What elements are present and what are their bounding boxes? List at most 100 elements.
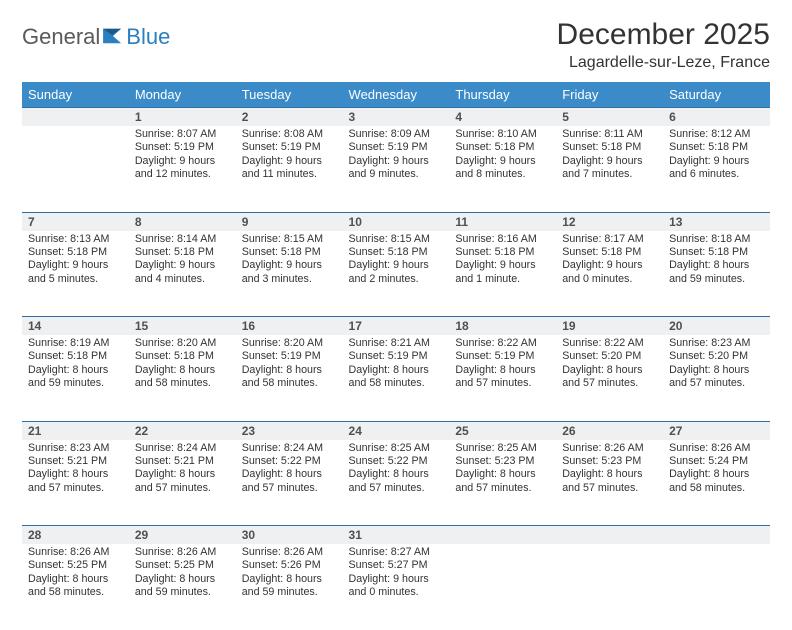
day-cell: Sunrise: 8:17 AMSunset: 5:18 PMDaylight:… [556, 231, 663, 317]
daylight-text: Daylight: 8 hours and 57 minutes. [669, 364, 764, 391]
day-cell: Sunrise: 8:26 AMSunset: 5:26 PMDaylight:… [236, 544, 343, 630]
weekday-header: Sunday [22, 82, 129, 108]
sunset-text: Sunset: 5:23 PM [562, 455, 657, 468]
day-number [22, 108, 129, 127]
sunset-text: Sunset: 5:26 PM [242, 559, 337, 572]
sunset-text: Sunset: 5:18 PM [28, 246, 123, 259]
day-cell-content: Sunrise: 8:26 AMSunset: 5:26 PMDaylight:… [236, 544, 343, 604]
sunset-text: Sunset: 5:20 PM [562, 350, 657, 363]
week-row: Sunrise: 8:23 AMSunset: 5:21 PMDaylight:… [22, 440, 770, 526]
day-cell [22, 126, 129, 212]
day-cell: Sunrise: 8:26 AMSunset: 5:23 PMDaylight:… [556, 440, 663, 526]
day-cell-content: Sunrise: 8:16 AMSunset: 5:18 PMDaylight:… [449, 231, 556, 291]
calendar-table: Sunday Monday Tuesday Wednesday Thursday… [22, 82, 770, 630]
day-cell-content: Sunrise: 8:25 AMSunset: 5:22 PMDaylight:… [343, 440, 450, 500]
sunset-text: Sunset: 5:19 PM [242, 350, 337, 363]
day-cell-content: Sunrise: 8:12 AMSunset: 5:18 PMDaylight:… [663, 126, 770, 186]
daylight-text: Daylight: 9 hours and 7 minutes. [562, 155, 657, 182]
sunset-text: Sunset: 5:19 PM [135, 141, 230, 154]
sunset-text: Sunset: 5:18 PM [562, 246, 657, 259]
header: General Blue December 2025 Lagardelle-su… [22, 18, 770, 72]
day-cell-content: Sunrise: 8:23 AMSunset: 5:21 PMDaylight:… [22, 440, 129, 500]
daylight-text: Daylight: 8 hours and 57 minutes. [135, 468, 230, 495]
month-title: December 2025 [557, 18, 770, 52]
day-cell: Sunrise: 8:21 AMSunset: 5:19 PMDaylight:… [343, 335, 450, 421]
brand-part2: Blue [126, 24, 170, 50]
sunrise-text: Sunrise: 8:14 AM [135, 233, 230, 246]
day-cell-content: Sunrise: 8:26 AMSunset: 5:25 PMDaylight:… [129, 544, 236, 604]
day-cell: Sunrise: 8:08 AMSunset: 5:19 PMDaylight:… [236, 126, 343, 212]
day-number: 15 [129, 317, 236, 336]
day-cell: Sunrise: 8:24 AMSunset: 5:22 PMDaylight:… [236, 440, 343, 526]
day-cell-content [449, 544, 556, 550]
sunrise-text: Sunrise: 8:26 AM [28, 546, 123, 559]
day-cell: Sunrise: 8:16 AMSunset: 5:18 PMDaylight:… [449, 231, 556, 317]
day-number: 7 [22, 212, 129, 231]
day-cell-content: Sunrise: 8:09 AMSunset: 5:19 PMDaylight:… [343, 126, 450, 186]
day-cell-content: Sunrise: 8:27 AMSunset: 5:27 PMDaylight:… [343, 544, 450, 604]
day-cell-content: Sunrise: 8:21 AMSunset: 5:19 PMDaylight:… [343, 335, 450, 395]
daylight-text: Daylight: 8 hours and 58 minutes. [28, 573, 123, 600]
sunrise-text: Sunrise: 8:16 AM [455, 233, 550, 246]
day-number: 9 [236, 212, 343, 231]
sunrise-text: Sunrise: 8:07 AM [135, 128, 230, 141]
daylight-text: Daylight: 9 hours and 9 minutes. [349, 155, 444, 182]
daylight-text: Daylight: 9 hours and 2 minutes. [349, 259, 444, 286]
sunrise-text: Sunrise: 8:15 AM [349, 233, 444, 246]
day-number: 26 [556, 421, 663, 440]
day-cell: Sunrise: 8:20 AMSunset: 5:18 PMDaylight:… [129, 335, 236, 421]
day-number: 20 [663, 317, 770, 336]
daylight-text: Daylight: 9 hours and 8 minutes. [455, 155, 550, 182]
week-row: Sunrise: 8:13 AMSunset: 5:18 PMDaylight:… [22, 231, 770, 317]
day-cell: Sunrise: 8:24 AMSunset: 5:21 PMDaylight:… [129, 440, 236, 526]
daylight-text: Daylight: 9 hours and 11 minutes. [242, 155, 337, 182]
day-cell: Sunrise: 8:10 AMSunset: 5:18 PMDaylight:… [449, 126, 556, 212]
day-number: 2 [236, 108, 343, 127]
sunrise-text: Sunrise: 8:21 AM [349, 337, 444, 350]
day-cell-content: Sunrise: 8:08 AMSunset: 5:19 PMDaylight:… [236, 126, 343, 186]
sunset-text: Sunset: 5:22 PM [349, 455, 444, 468]
day-cell: Sunrise: 8:11 AMSunset: 5:18 PMDaylight:… [556, 126, 663, 212]
day-cell-content: Sunrise: 8:22 AMSunset: 5:20 PMDaylight:… [556, 335, 663, 395]
daylight-text: Daylight: 8 hours and 57 minutes. [562, 468, 657, 495]
day-number: 19 [556, 317, 663, 336]
day-number: 29 [129, 526, 236, 545]
daynum-row: 14151617181920 [22, 317, 770, 336]
day-cell-content: Sunrise: 8:24 AMSunset: 5:22 PMDaylight:… [236, 440, 343, 500]
week-row: Sunrise: 8:07 AMSunset: 5:19 PM Daylight:… [22, 126, 770, 212]
sunset-text: Sunset: 5:21 PM [135, 455, 230, 468]
day-number: 17 [343, 317, 450, 336]
day-cell-content: Sunrise: 8:11 AMSunset: 5:18 PMDaylight:… [556, 126, 663, 186]
day-cell: Sunrise: 8:26 AMSunset: 5:25 PMDaylight:… [22, 544, 129, 630]
daylight-text: Daylight: 8 hours and 59 minutes. [669, 259, 764, 286]
day-number: 13 [663, 212, 770, 231]
sunrise-text: Sunrise: 8:23 AM [28, 442, 123, 455]
sunrise-text: Sunrise: 8:15 AM [242, 233, 337, 246]
day-number: 25 [449, 421, 556, 440]
day-cell [663, 544, 770, 630]
sunrise-text: Sunrise: 8:17 AM [562, 233, 657, 246]
sunset-text: Sunset: 5:18 PM [135, 246, 230, 259]
day-cell-content: Sunrise: 8:10 AMSunset: 5:18 PMDaylight:… [449, 126, 556, 186]
sunrise-text: Sunrise: 8:18 AM [669, 233, 764, 246]
sunrise-text: Sunrise: 8:12 AM [669, 128, 764, 141]
daylight-text: Daylight: 8 hours and 58 minutes. [135, 364, 230, 391]
sunrise-text: Sunrise: 8:08 AM [242, 128, 337, 141]
day-cell: Sunrise: 8:23 AMSunset: 5:20 PMDaylight:… [663, 335, 770, 421]
day-cell: Sunrise: 8:18 AMSunset: 5:18 PMDaylight:… [663, 231, 770, 317]
day-cell: Sunrise: 8:15 AMSunset: 5:18 PMDaylight:… [343, 231, 450, 317]
day-cell: Sunrise: 8:07 AMSunset: 5:19 PMDaylight:… [129, 126, 236, 212]
day-number: 16 [236, 317, 343, 336]
daylight-text: Daylight: 8 hours and 59 minutes. [242, 573, 337, 600]
sunrise-text: Sunrise: 8:24 AM [242, 442, 337, 455]
day-number: 6 [663, 108, 770, 127]
day-cell-content: Sunrise: 8:26 AMSunset: 5:25 PMDaylight:… [22, 544, 129, 604]
sunrise-text: Sunrise: 8:19 AM [28, 337, 123, 350]
daylight-text: Daylight: 9 hours and 1 minute. [455, 259, 550, 286]
sunset-text: Sunset: 5:18 PM [455, 141, 550, 154]
sunrise-text: Sunrise: 8:26 AM [669, 442, 764, 455]
sunrise-text: Sunrise: 8:09 AM [349, 128, 444, 141]
sunset-text: Sunset: 5:18 PM [455, 246, 550, 259]
day-number: 24 [343, 421, 450, 440]
daylight-text: Daylight: 8 hours and 57 minutes. [349, 468, 444, 495]
